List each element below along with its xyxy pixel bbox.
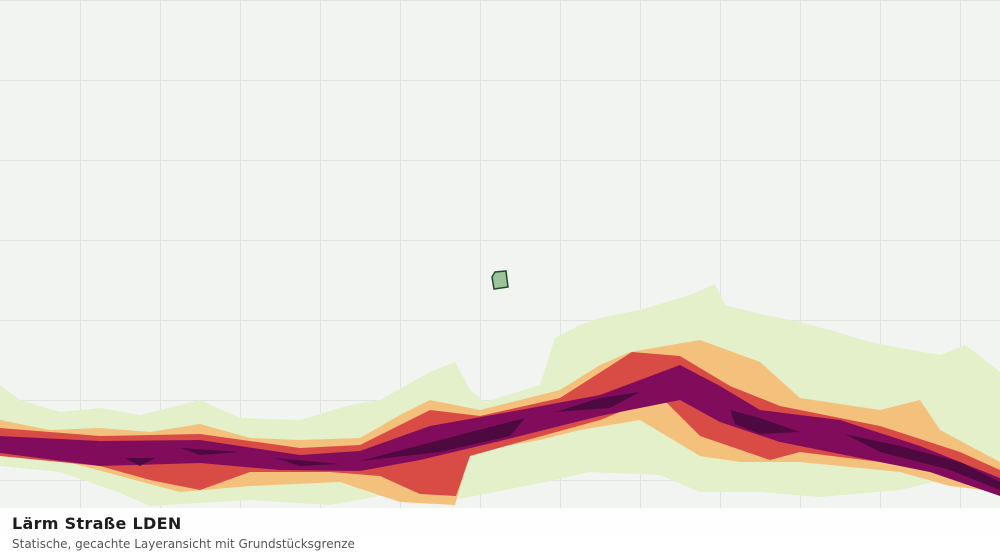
- layer-title: Lärm Straße LDEN: [12, 514, 182, 533]
- layer-subtitle: Statische, gecachte Layeransicht mit Gru…: [12, 537, 355, 551]
- caption-panel: Lärm Straße LDEN Statische, gecachte Lay…: [0, 508, 1000, 560]
- parcel-boundary: [491, 270, 509, 290]
